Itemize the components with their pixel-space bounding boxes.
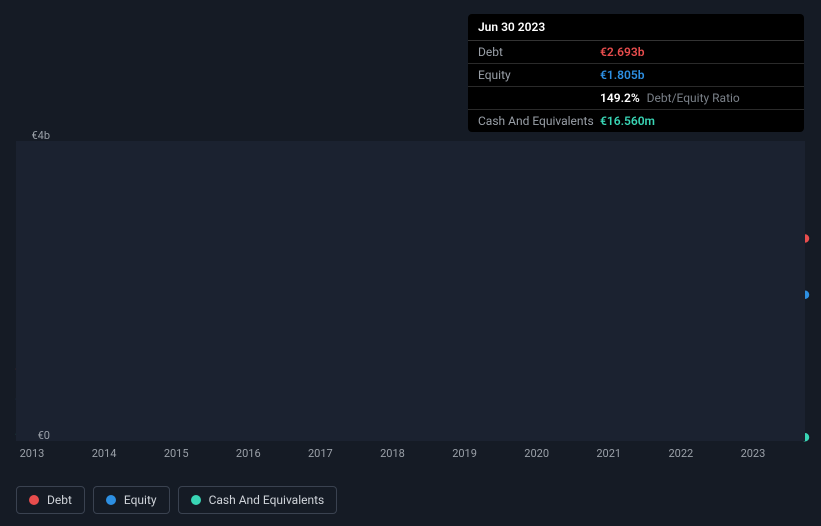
tooltip-row-label bbox=[478, 91, 600, 105]
legend-item-label: Cash And Equivalents bbox=[209, 493, 325, 507]
tooltip-row: Debt€2.693b bbox=[468, 41, 804, 64]
tooltip-row-value: €2.693b bbox=[600, 45, 794, 59]
x-axis-tick: 2018 bbox=[372, 447, 412, 460]
x-axis-tick: 2014 bbox=[84, 447, 124, 460]
tooltip-date: Jun 30 2023 bbox=[468, 14, 804, 41]
y-axis-tick: €4b bbox=[20, 129, 50, 142]
tooltip-row-value: €1.805b bbox=[600, 68, 794, 82]
tooltip-row-value: €16.560m bbox=[600, 114, 794, 128]
tooltip-row: 149.2% Debt/Equity Ratio bbox=[468, 87, 804, 110]
tooltip-row-value: 149.2% Debt/Equity Ratio bbox=[600, 91, 794, 105]
tooltip-row-label: Equity bbox=[478, 68, 600, 82]
legend-item[interactable]: Cash And Equivalents bbox=[178, 486, 338, 514]
x-axis-tick: 2013 bbox=[12, 447, 52, 460]
legend-item-label: Debt bbox=[47, 493, 72, 507]
legend-item[interactable]: Equity bbox=[93, 486, 170, 514]
legend-dot-icon bbox=[106, 495, 116, 505]
legend-item-label: Equity bbox=[124, 493, 157, 507]
tooltip-row-label: Cash And Equivalents bbox=[478, 114, 600, 128]
legend-item[interactable]: Debt bbox=[16, 486, 85, 514]
x-axis-tick: 2023 bbox=[733, 447, 773, 460]
y-axis-tick: €0 bbox=[20, 429, 50, 442]
x-axis-tick: 2019 bbox=[445, 447, 485, 460]
tooltip-row: Cash And Equivalents€16.560m bbox=[468, 110, 804, 132]
x-axis-tick: 2020 bbox=[517, 447, 557, 460]
tooltip-row-label: Debt bbox=[478, 45, 600, 59]
x-axis-tick: 2016 bbox=[228, 447, 268, 460]
plot-background bbox=[16, 141, 805, 441]
x-axis-tick: 2017 bbox=[300, 447, 340, 460]
chart-tooltip: Jun 30 2023 Debt€2.693bEquity€1.805b149.… bbox=[468, 14, 804, 132]
x-axis-tick: 2015 bbox=[156, 447, 196, 460]
legend-dot-icon bbox=[191, 495, 201, 505]
x-axis-tick: 2022 bbox=[661, 447, 701, 460]
legend-dot-icon bbox=[29, 495, 39, 505]
chart-legend: Debt Equity Cash And Equivalents bbox=[16, 486, 337, 514]
x-axis-tick: 2021 bbox=[589, 447, 629, 460]
tooltip-row: Equity€1.805b bbox=[468, 64, 804, 87]
